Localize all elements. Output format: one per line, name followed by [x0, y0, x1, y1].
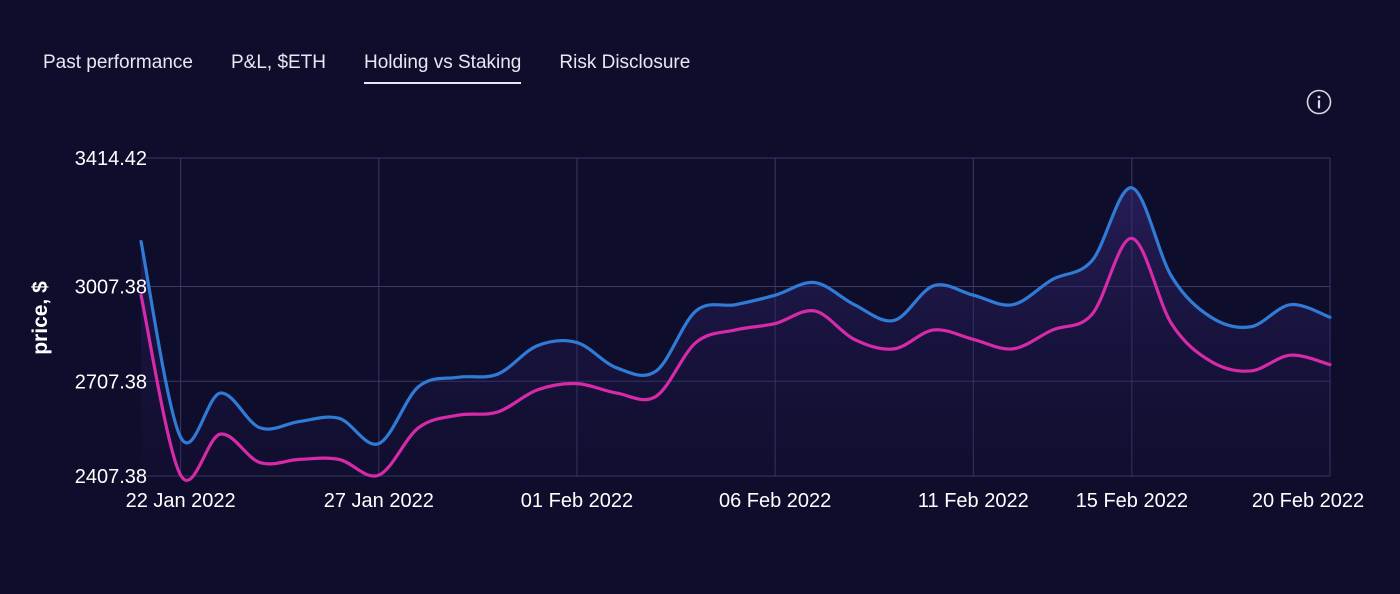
x-tick-labels: 22 Jan 2022 27 Jan 2022 01 Feb 2022 06 Feb … [126, 490, 1365, 512]
tab-pnl-eth[interactable]: P&L, $ETH [230, 52, 327, 73]
x-tick-label: 15 Feb 2022 [1076, 490, 1188, 512]
y-axis-label: price, $ [29, 281, 52, 355]
y-tick-label: 2407.38 [75, 466, 147, 488]
tab-risk-disclosure[interactable]: Risk Disclosure [559, 52, 691, 73]
x-tick-label: 01 Feb 2022 [521, 490, 633, 512]
tab-holding-vs-staking[interactable]: Holding vs Staking [364, 52, 522, 84]
y-tick-labels: 3414.42 3007.38 2707.38 2407.38 [75, 148, 147, 488]
area-fill [141, 187, 1330, 476]
x-tick-label: 27 Jan 2022 [324, 490, 434, 512]
x-tick-label: 22 Jan 2022 [126, 490, 236, 512]
series-lines [139, 186, 1332, 482]
y-tick-label: 3414.42 [75, 148, 147, 170]
tab-past-performance[interactable]: Past performance [43, 52, 193, 73]
area-under-series [141, 187, 1330, 476]
tab-bar: Past performance P&L, $ETH Holding vs St… [43, 52, 690, 84]
series-line [139, 236, 1332, 482]
y-tick-label: 2707.38 [75, 371, 147, 393]
x-tick-label: 11 Feb 2022 [918, 490, 1029, 512]
x-tick-label: 20 Feb 2022 [1252, 490, 1364, 512]
y-tick-label: 3007.38 [75, 277, 147, 299]
x-tick-label: 06 Feb 2022 [719, 490, 831, 512]
info-circle-icon[interactable] [1306, 89, 1332, 115]
